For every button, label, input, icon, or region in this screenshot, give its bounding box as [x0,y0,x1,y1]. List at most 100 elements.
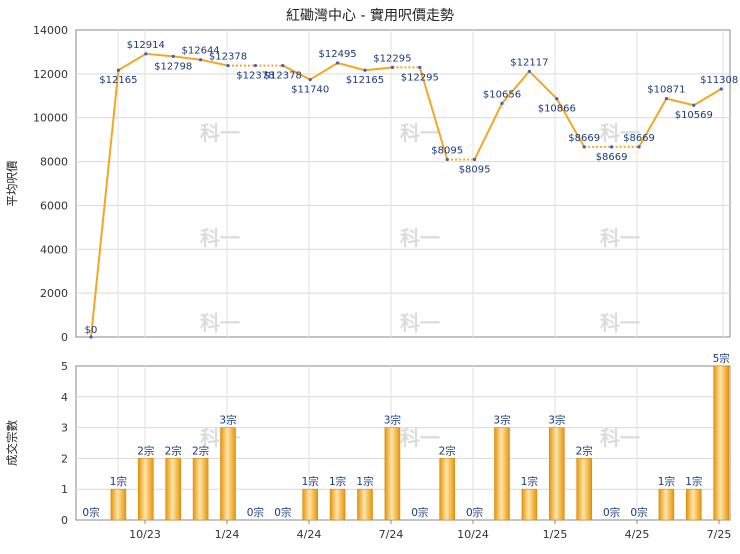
price-data-label: $12798 [154,61,192,72]
volume-data-label: 3宗 [219,414,236,427]
price-data-label: $11740 [291,85,329,96]
volume-plot-area [75,365,731,521]
volume-bar [494,427,510,521]
price-line-segment [666,97,695,107]
volume-bar [192,458,209,521]
price-line-segment [501,70,531,104]
x-tick-label: 1/24 [215,528,240,541]
price-line-segment [638,98,668,148]
price-data-label: $12295 [373,53,411,64]
price-point [527,69,532,73]
price-data-label: $8669 [596,152,628,163]
price-point [171,54,175,58]
volume-data-label: 2宗 [137,444,154,457]
price-point [144,52,148,56]
volume-data-label: 0宗 [603,506,620,519]
price-point [719,87,723,91]
volume-y-tick-label: 3 [61,422,68,435]
price-data-label: $12165 [346,75,384,86]
price-data-label: $12165 [99,75,137,86]
price-data-label: $12644 [182,46,220,57]
price-plot-area [75,29,731,338]
price-line-segment [418,67,449,160]
volume-data-label: 3宗 [493,414,510,427]
volume-bar [384,427,401,521]
price-point [363,68,367,72]
x-tick-label: 10/24 [457,528,489,541]
price-point [555,97,559,101]
price-point [89,335,93,339]
volume-data-label: 0宗 [466,506,483,519]
price-line-segment [555,98,586,148]
price-data-label: $12495 [319,49,357,60]
volume-y-tick-label: 1 [61,483,68,496]
volume-data-label: 1宗 [329,475,346,488]
price-point [610,145,614,149]
volume-bar [220,427,236,521]
price-point [664,97,669,101]
x-tick-label: 1/25 [543,528,568,541]
volume-bar [329,488,346,521]
price-point [500,101,504,105]
volume-data-label: 2宗 [576,444,593,457]
price-data-label: $8669 [568,133,600,144]
price-point [281,63,285,68]
price-data-label: $10871 [647,85,685,96]
price-line-segment [309,62,339,81]
volume-bar [302,488,319,521]
price-point [336,61,340,65]
volume-bar [138,458,154,521]
volume-data-label: 2宗 [192,444,209,457]
price-point [308,77,312,82]
watermark: 科一 [200,226,240,250]
watermark: 科一 [200,311,240,335]
price-line-segment [173,55,201,61]
watermark: 科一 [200,121,240,145]
watermark: 科一 [600,311,640,335]
price-point [445,157,449,162]
x-tick-label: 10/23 [129,528,161,541]
volume-data-label: 3宗 [384,414,401,427]
volume-data-label: 1宗 [658,475,675,488]
watermark: 科一 [400,121,440,145]
x-tick-label: 7/25 [707,528,732,541]
price-line-segment [90,70,120,338]
price-y-tick-label: 0 [61,331,68,344]
volume-bar [713,365,730,521]
price-y-tick-label: 8000 [40,156,68,169]
price-point [116,68,120,72]
volume-data-label: 0宗 [274,506,291,519]
volume-bar [685,488,702,521]
volume-y-tick-label: 2 [61,452,68,465]
price-data-label: $12378 [209,52,247,63]
price-data-label: $12378 [236,71,274,82]
watermark: 科一 [600,121,640,145]
price-data-label: $0 [85,325,98,336]
price-line-segment [282,64,311,81]
volume-data-label: 5宗 [713,352,730,365]
price-point [226,63,230,68]
price-data-label: $12295 [401,72,439,83]
volume-bar [548,427,565,521]
price-data-label: $12117 [510,57,548,68]
volume-y-tick-label: 4 [61,391,68,404]
watermark: 科一 [600,426,640,450]
price-line-segment [364,66,393,72]
volume-data-label: 0宗 [630,506,647,519]
watermark: 科一 [600,226,640,250]
volume-data-label: 1宗 [110,475,127,488]
volume-data-label: 0宗 [411,506,428,519]
x-tick-label: 4/24 [297,528,322,541]
price-y-tick-label: 4000 [40,243,68,256]
price-line-segment [145,52,174,58]
x-tick-label: 7/24 [379,528,404,541]
volume-data-label: 2宗 [165,444,182,457]
price-line-segment [528,70,558,100]
price-line-segment [200,58,229,67]
volume-data-label: 1宗 [356,475,373,488]
volume-data-label: 3宗 [548,414,565,427]
volume-bar [357,488,373,521]
